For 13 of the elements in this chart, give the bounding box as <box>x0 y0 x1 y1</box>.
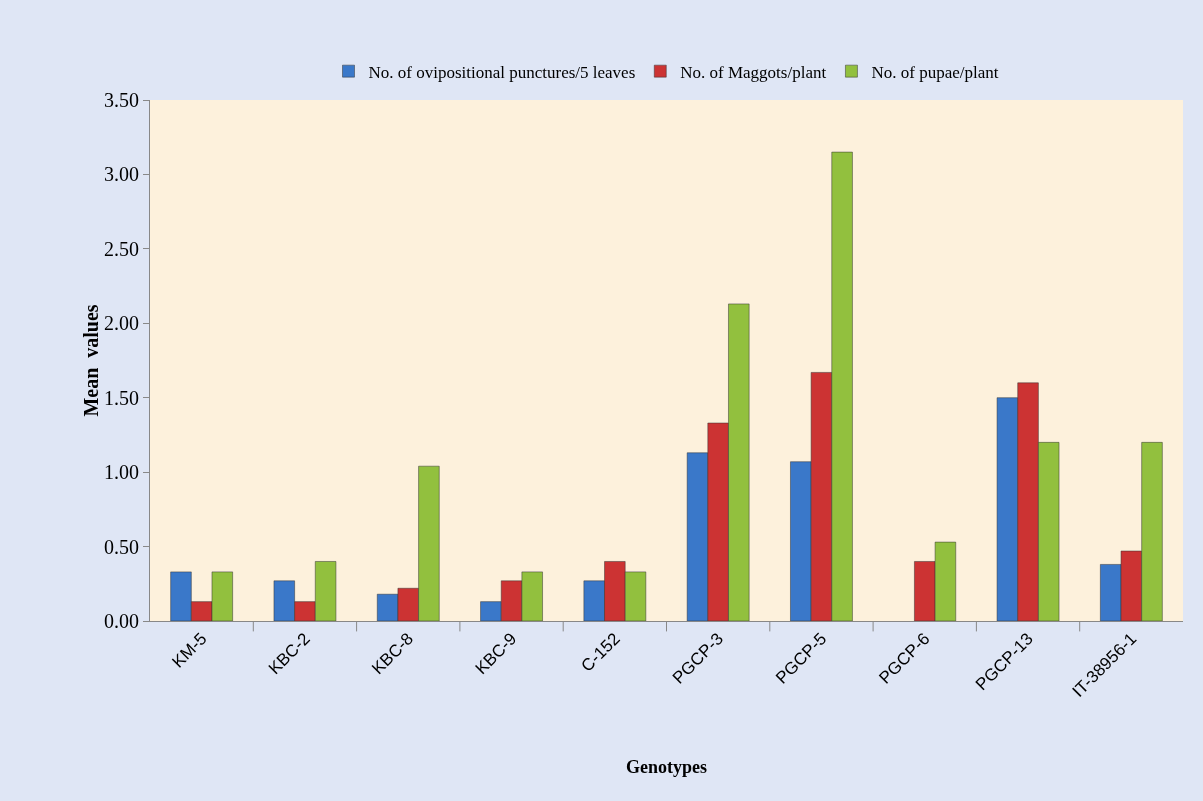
x-axis-title: Genotypes <box>626 756 707 777</box>
legend-label: No. of pupae/plant <box>871 62 999 82</box>
y-tick-label: 2.00 <box>104 312 139 335</box>
y-tick-label: 0.00 <box>104 610 139 632</box>
y-tick-label: 3.50 <box>104 89 139 111</box>
y-axis-title: Mean values <box>80 304 102 417</box>
legend-label: No. of Maggots/plant <box>680 62 827 82</box>
y-tick-label: 1.00 <box>104 461 139 484</box>
y-tick-label: 0.50 <box>104 535 139 558</box>
legend-label: No. of ovipositional punctures/5 leaves <box>368 62 636 82</box>
y-tick-label: 1.50 <box>104 386 139 409</box>
y-tick-label: 3.00 <box>104 163 139 186</box>
y-tick-label: 2.50 <box>104 237 139 260</box>
